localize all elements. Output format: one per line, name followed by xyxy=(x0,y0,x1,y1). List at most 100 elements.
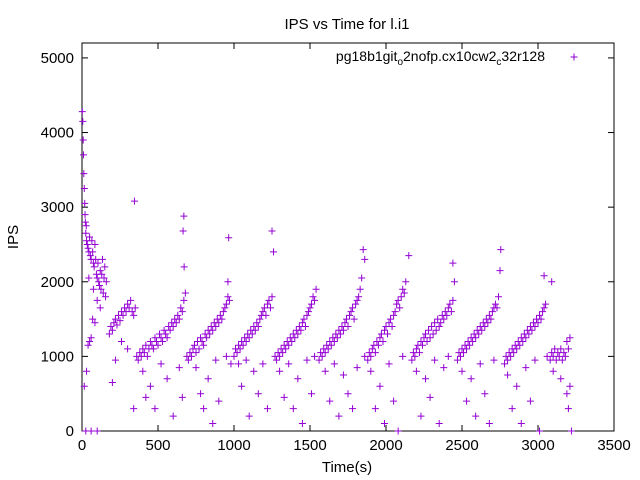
data-point xyxy=(140,349,148,357)
data-point xyxy=(548,349,556,357)
data-point xyxy=(212,323,220,331)
legend-marker xyxy=(570,53,578,61)
data-point xyxy=(200,405,208,413)
data-points xyxy=(78,108,575,435)
data-point xyxy=(390,397,398,405)
data-point xyxy=(376,334,384,342)
data-point xyxy=(353,364,361,372)
data-point xyxy=(181,289,189,297)
data-point xyxy=(206,330,214,338)
data-point xyxy=(124,300,132,308)
data-point xyxy=(80,151,88,159)
data-point xyxy=(245,334,253,342)
y-tick-label: 4000 xyxy=(41,125,74,142)
data-point xyxy=(472,334,480,342)
data-point xyxy=(139,345,147,353)
data-point xyxy=(268,293,276,301)
data-point xyxy=(218,315,226,323)
data-point xyxy=(472,412,480,420)
data-point xyxy=(453,356,461,364)
data-point xyxy=(380,326,388,334)
data-point xyxy=(86,233,94,241)
data-point xyxy=(89,285,97,293)
data-point xyxy=(333,334,341,342)
data-point xyxy=(157,360,165,368)
data-point xyxy=(493,304,501,312)
data-point xyxy=(98,270,106,278)
data-point xyxy=(93,427,101,435)
data-point xyxy=(402,278,410,286)
data-point xyxy=(516,341,524,349)
data-point xyxy=(488,308,496,316)
x-axis-label: Time(s) xyxy=(322,459,372,476)
data-point xyxy=(564,405,572,413)
data-point xyxy=(467,375,475,383)
data-point xyxy=(157,334,165,342)
data-point xyxy=(449,296,457,304)
data-point xyxy=(429,330,437,338)
data-point xyxy=(93,296,101,304)
data-point xyxy=(79,136,87,144)
data-point xyxy=(119,311,127,319)
data-point xyxy=(554,349,562,357)
data-point xyxy=(87,334,95,342)
data-point xyxy=(80,170,88,178)
data-point xyxy=(101,263,109,271)
x-tick-label: 1000 xyxy=(217,437,250,454)
data-point xyxy=(298,319,306,327)
data-point xyxy=(542,300,550,308)
data-point xyxy=(159,337,167,345)
data-point xyxy=(557,345,565,353)
data-point xyxy=(130,405,138,413)
data-point xyxy=(536,427,544,435)
data-point xyxy=(108,379,116,386)
data-point xyxy=(178,308,186,316)
data-point xyxy=(225,234,233,242)
data-point xyxy=(447,308,455,316)
data-point xyxy=(288,337,296,345)
data-point xyxy=(82,229,90,237)
data-point xyxy=(422,330,430,338)
data-point xyxy=(279,349,287,357)
data-point xyxy=(491,300,499,308)
plot-frame xyxy=(81,42,615,432)
data-point xyxy=(497,246,505,254)
data-point xyxy=(548,278,556,286)
data-point xyxy=(93,274,101,282)
data-point xyxy=(230,352,238,360)
data-point xyxy=(321,367,329,375)
data-point xyxy=(142,393,150,401)
data-point xyxy=(487,315,495,323)
data-point xyxy=(420,334,428,342)
data-point xyxy=(526,397,534,405)
data-point xyxy=(172,319,180,327)
data-point xyxy=(324,345,332,353)
data-point xyxy=(219,308,227,316)
data-point xyxy=(221,304,229,312)
data-point xyxy=(134,356,142,364)
data-point xyxy=(85,274,93,282)
data-point xyxy=(344,323,352,331)
data-point xyxy=(552,356,560,364)
data-point xyxy=(86,252,94,260)
data-point xyxy=(399,285,407,293)
data-point xyxy=(379,337,387,345)
legend-label: pg18b1gito2nofp.cx10cw2c32r128 xyxy=(336,48,545,68)
data-point xyxy=(339,371,347,379)
data-point xyxy=(361,255,369,263)
data-point xyxy=(417,412,425,420)
data-point xyxy=(496,267,504,275)
data-point xyxy=(253,319,261,327)
data-point xyxy=(415,349,423,357)
data-point xyxy=(90,263,98,271)
x-tick-label: 2000 xyxy=(369,437,402,454)
data-point xyxy=(227,360,235,368)
data-point xyxy=(79,117,87,125)
data-point xyxy=(458,367,466,375)
data-point xyxy=(102,278,110,286)
data-point xyxy=(180,263,188,271)
data-point xyxy=(449,259,457,267)
data-point xyxy=(367,352,375,360)
legend-text-part: 2nofp.cx10cw2 xyxy=(403,48,497,64)
data-point xyxy=(567,427,575,435)
